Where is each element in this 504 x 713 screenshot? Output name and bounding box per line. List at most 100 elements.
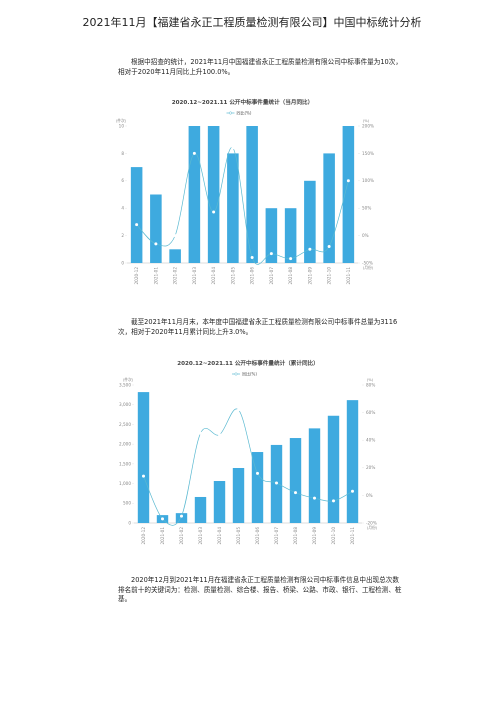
bar <box>251 452 264 523</box>
x-tick-label: 2021-01 <box>153 267 158 285</box>
y2-tick-label: 80% <box>366 382 375 387</box>
bar <box>289 438 302 523</box>
chart-title: 2020.12~2021.11 公开中标事件量统计（当月同比） <box>172 98 314 106</box>
line-point <box>332 499 335 503</box>
bar <box>265 208 278 263</box>
line-point <box>218 433 221 437</box>
line-point <box>289 257 293 261</box>
y-tick-label: 6 <box>121 178 124 183</box>
line-point <box>327 245 331 249</box>
x-tick-label: 2021-01 <box>160 527 165 545</box>
chart-title: 2020.12~2021.11 公开中标事件量统计（累计同比） <box>177 359 319 367</box>
x-tick-label: 2021-05 <box>236 527 241 545</box>
y-tick-label: 2,000 <box>119 442 131 447</box>
page-title: 2021年11月【福建省永正工程质量检测有限公司】中国中标统计分析 <box>82 16 422 29</box>
bar <box>232 467 245 523</box>
line-point <box>192 151 196 155</box>
y-tick-label: 10 <box>119 123 125 128</box>
line-point <box>308 247 312 251</box>
y-tick-label: 3,000 <box>119 402 131 407</box>
bar <box>150 194 162 263</box>
y2-tick-label: -20% <box>366 520 377 525</box>
line-point <box>199 431 202 435</box>
x-tick-label: 2021-05 <box>230 267 235 285</box>
x-tick-label: 2021-06 <box>250 267 255 285</box>
legend-swatch <box>229 111 232 115</box>
bar <box>246 126 258 263</box>
y-tick-label: 1,000 <box>119 481 131 486</box>
line-point <box>313 496 316 500</box>
x-tick-label: 2021-10 <box>331 527 336 545</box>
y2-tick-label: 40% <box>366 438 375 443</box>
x-tick-label: 2021-10 <box>327 267 332 285</box>
x-axis-label: (月份) <box>367 525 378 530</box>
y2-tick-label: 20% <box>366 465 375 470</box>
paragraph: 根据中招查的统计，2021年11月中国福建省永正工程质量检测有限公司中标事件量为… <box>118 58 402 76</box>
x-tick-label: 2021-03 <box>198 527 203 545</box>
x-tick-label: 2021-09 <box>312 527 317 545</box>
line-series <box>143 408 353 526</box>
y-tick-label: 0 <box>121 260 124 265</box>
bar <box>169 249 181 263</box>
paragraph: 2020年12月到2021年11月在福建省永正工程质量检测有限公司中标事件信息中… <box>118 576 402 604</box>
y-tick-label: 1,500 <box>119 461 131 466</box>
legend-label: 同比(%) <box>237 109 252 115</box>
y-tick-label: 0 <box>128 520 131 525</box>
x-tick-label: 2021-08 <box>293 527 298 545</box>
bar <box>188 126 201 263</box>
line-point <box>256 471 259 475</box>
y2-tick-label: 200% <box>362 123 374 128</box>
line-point <box>142 474 145 478</box>
y2-tick-label: 0% <box>366 493 373 498</box>
y2-tick-label: 0% <box>362 233 369 238</box>
x-tick-label: 2021-11 <box>346 267 351 285</box>
line-point <box>180 514 183 518</box>
y-axis-label: (件次) <box>116 118 127 123</box>
x-axis-label: (月份) <box>363 265 374 270</box>
line-point <box>173 234 177 238</box>
x-tick-label: 2021-09 <box>307 267 312 285</box>
y-tick-label: 500 <box>123 501 131 506</box>
bar <box>323 153 335 263</box>
bar <box>304 180 316 263</box>
x-tick-label: 2021-02 <box>173 267 178 285</box>
line-point <box>351 489 354 493</box>
legend-swatch <box>234 372 238 376</box>
y2-tick-label: 100% <box>362 178 374 183</box>
x-tick-label: 2020-12 <box>141 527 146 545</box>
line-point <box>231 146 235 150</box>
x-tick-label: 2021-08 <box>288 267 293 285</box>
bar <box>346 400 359 523</box>
x-tick-label: 2021-03 <box>192 267 197 285</box>
y2-tick-label: 150% <box>362 151 374 156</box>
y-tick-label: 3,500 <box>119 382 131 387</box>
y-tick-label: 8 <box>121 151 124 156</box>
line-point <box>269 252 273 256</box>
y2-tick-label: 50% <box>362 206 371 211</box>
bar <box>194 496 207 523</box>
bar <box>207 126 220 263</box>
bar <box>130 167 143 263</box>
line-point <box>135 223 139 227</box>
line-point <box>237 408 240 412</box>
x-tick-label: 2021-02 <box>179 527 184 545</box>
y2-tick-label: 60% <box>366 410 375 415</box>
bar <box>327 415 340 523</box>
x-tick-label: 2021-04 <box>217 527 222 545</box>
y-tick-label: 2,500 <box>119 422 131 427</box>
y2-axis-label: (%) <box>363 118 370 123</box>
line-series <box>136 147 349 265</box>
y2-tick-label: -50% <box>362 260 373 265</box>
bar <box>175 513 188 523</box>
x-tick-label: 2021-07 <box>269 267 274 285</box>
x-tick-label: 2021-04 <box>211 267 216 285</box>
line-point <box>154 242 158 246</box>
legend-label: 同比(%) <box>242 370 257 376</box>
paragraph: 截至2021年11月月末，本年度中国福建省永正工程质量检测有限公司中标事件总量为… <box>118 318 398 336</box>
x-tick-label: 2020-12 <box>134 267 139 285</box>
line-point <box>346 179 350 183</box>
y2-axis-label: (%) <box>367 377 374 382</box>
bar <box>284 208 297 263</box>
